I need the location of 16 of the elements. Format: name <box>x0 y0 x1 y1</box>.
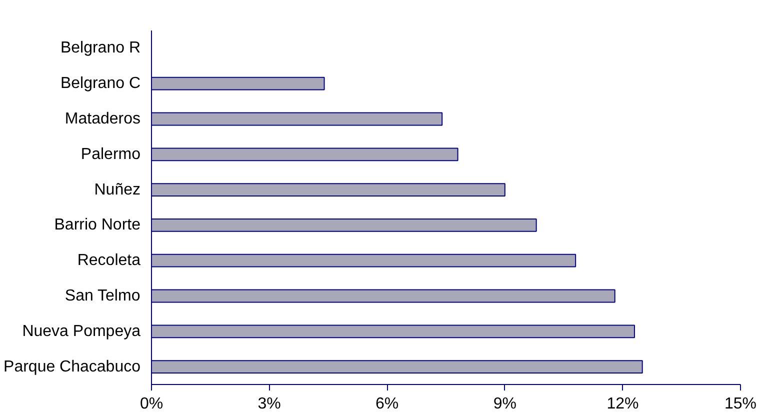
x-tick-label: 3% <box>258 396 281 412</box>
x-tick-label: 12% <box>606 396 639 412</box>
y-tick-label: Mataderos <box>64 110 140 128</box>
y-tick-label: Parque Chacabuco <box>4 358 141 376</box>
y-tick-label: Nuñez <box>94 181 140 198</box>
y-tick-label: Barrio Norte <box>54 216 141 234</box>
y-tick-label: San Telmo <box>64 288 140 304</box>
y-tick-label: Belgrano R <box>60 40 140 57</box>
x-tick-label: 6% <box>376 396 399 412</box>
x-tick-label: 9% <box>493 396 516 412</box>
x-tick-label: 15% <box>724 396 757 412</box>
x-tick-label: 0% <box>140 396 164 412</box>
y-tick-label: Nueva Pompeya <box>22 322 141 340</box>
y-tick-label: Palermo <box>80 146 141 163</box>
y-tick-label: Belgrano C <box>60 75 140 92</box>
y-tick-label: Recoleta <box>77 252 141 270</box>
